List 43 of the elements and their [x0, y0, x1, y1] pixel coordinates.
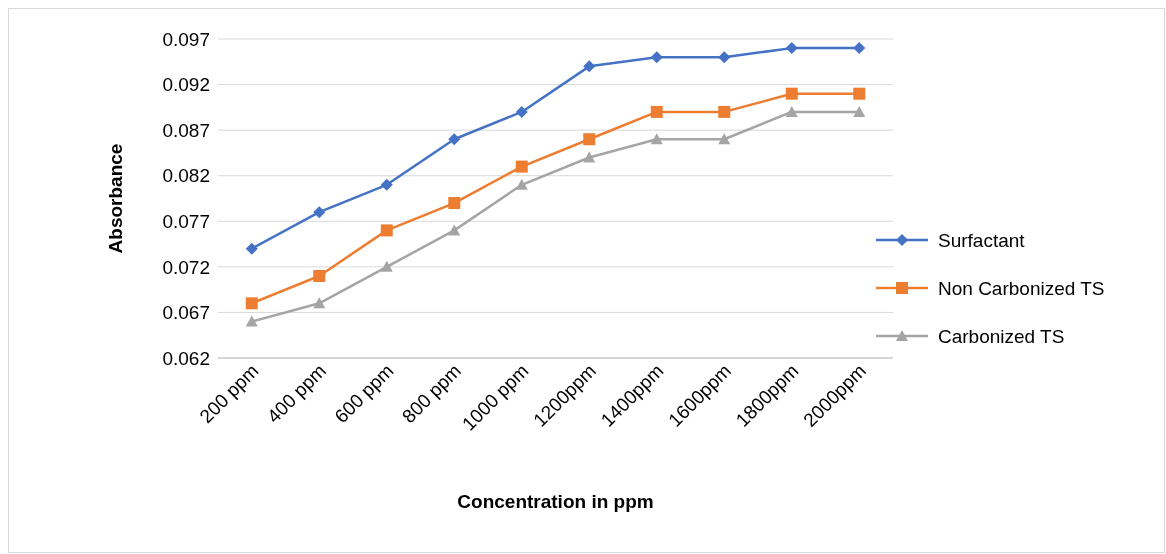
point: [380, 260, 393, 272]
point: [785, 42, 798, 55]
point: [583, 151, 596, 163]
y-tick-label: 0.072: [162, 256, 210, 278]
point: [448, 133, 461, 146]
point: [650, 105, 663, 118]
point: [313, 206, 326, 219]
point: [785, 105, 798, 117]
y-tick-label: 0.082: [162, 165, 210, 187]
point: [245, 242, 258, 255]
point: [718, 105, 731, 118]
x-axis-title: Concentration in ppm: [457, 491, 654, 512]
legend-label: Surfactant: [938, 229, 1026, 251]
point: [650, 133, 663, 145]
y-tick-label: 0.067: [162, 302, 210, 324]
legend-label: Carbonized TS: [938, 325, 1065, 347]
y-axis-title: Absorbance: [105, 143, 126, 254]
point: [718, 133, 731, 145]
point: [245, 315, 258, 327]
point: [853, 42, 866, 55]
point: [380, 178, 393, 191]
legend-label: Non Carbonized TS: [938, 277, 1105, 299]
y-tick-label: 0.092: [162, 74, 210, 96]
y-tick-label: 0.087: [162, 119, 210, 141]
y-tick-label: 0.062: [162, 347, 210, 369]
point: [853, 105, 866, 117]
point: [515, 178, 528, 190]
point: [380, 224, 393, 237]
point: [785, 87, 798, 100]
point: [515, 160, 528, 173]
point: [718, 51, 731, 64]
y-tick-label: 0.077: [162, 210, 210, 232]
point: [245, 297, 258, 310]
point: [448, 224, 461, 236]
point: [853, 87, 866, 100]
point: [583, 133, 596, 146]
y-tick-label: 0.097: [162, 28, 210, 50]
point: [650, 51, 663, 64]
point: [515, 105, 528, 118]
point: [448, 197, 461, 210]
point: [313, 297, 326, 309]
point: [313, 269, 326, 282]
point: [583, 60, 596, 73]
